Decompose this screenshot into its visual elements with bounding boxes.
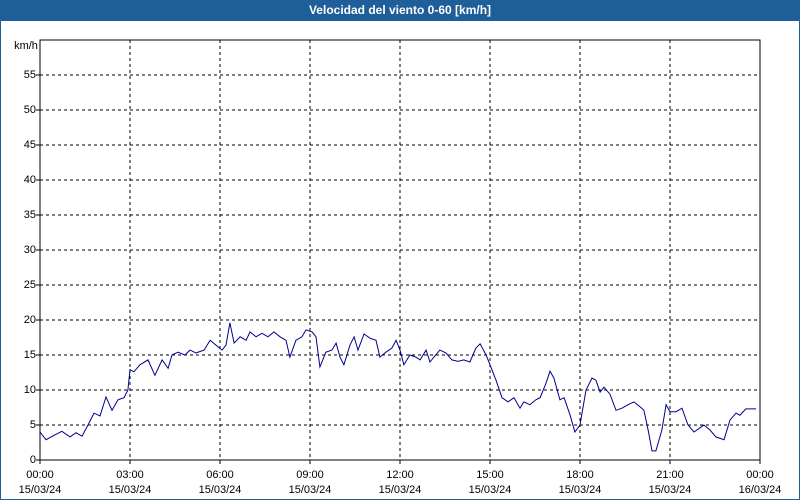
x-tick-label: 09:00 bbox=[296, 469, 324, 481]
x-tick-date: 15/03/24 bbox=[19, 484, 62, 496]
y-tick-label: 20 bbox=[24, 314, 36, 326]
x-tick-date: 15/03/24 bbox=[289, 484, 332, 496]
y-tick-label: 40 bbox=[24, 174, 36, 186]
x-tick-label: 00:00 bbox=[746, 469, 774, 481]
x-tick-label: 03:00 bbox=[116, 469, 144, 481]
y-axis-label: km/h bbox=[14, 40, 38, 52]
y-tick-label: 55 bbox=[24, 69, 36, 81]
x-tick-date: 15/03/24 bbox=[649, 484, 692, 496]
x-tick-date: 15/03/24 bbox=[199, 484, 242, 496]
x-tick-label: 21:00 bbox=[656, 469, 684, 481]
plot-border bbox=[39, 39, 761, 461]
x-tick-date: 15/03/24 bbox=[379, 484, 422, 496]
chart-title: Velocidad del viento 0-60 [km/h] bbox=[309, 3, 491, 17]
y-tick-label: 45 bbox=[24, 139, 36, 151]
x-tick-label: 15:00 bbox=[476, 469, 504, 481]
y-tick-label: 10 bbox=[24, 384, 36, 396]
y-tick-label: 0 bbox=[30, 454, 36, 466]
y-tick-label: 15 bbox=[24, 349, 36, 361]
x-tick-label: 12:00 bbox=[386, 469, 414, 481]
x-tick-date: 15/03/24 bbox=[109, 484, 152, 496]
x-tick-label: 06:00 bbox=[206, 469, 234, 481]
x-tick-label: 18:00 bbox=[566, 469, 594, 481]
title-bar bbox=[0, 0, 800, 21]
y-tick-label: 50 bbox=[24, 104, 36, 116]
y-tick-label: 25 bbox=[24, 279, 36, 291]
x-tick-date: 16/03/24 bbox=[739, 484, 782, 496]
data-line bbox=[39, 322, 757, 452]
plot-area: 0 5 10 15 20 25 30 35 40 45 50 55 00:00 15/03/24 03:00… bbox=[19, 39, 782, 496]
y-tick-label: 30 bbox=[24, 244, 36, 256]
x-tick-label: 00:00 bbox=[26, 469, 54, 481]
x-tick-date: 15/03/24 bbox=[469, 484, 512, 496]
y-tick-label: 35 bbox=[24, 209, 36, 221]
y-tick-label: 5 bbox=[30, 419, 36, 431]
x-tick-date: 15/03/24 bbox=[559, 484, 602, 496]
